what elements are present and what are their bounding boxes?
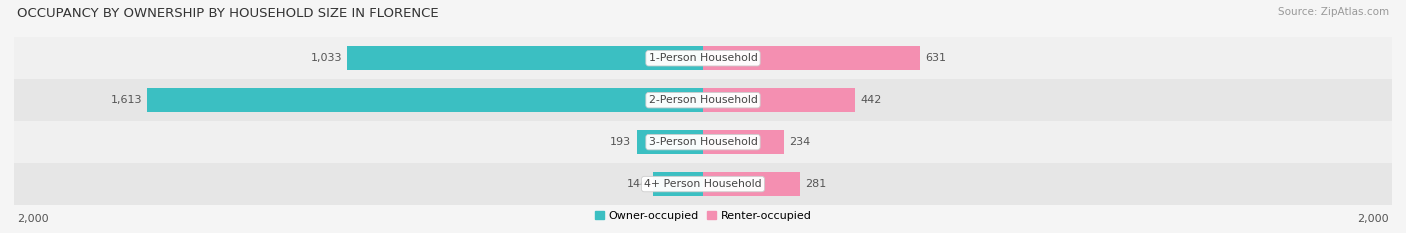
Bar (703, 172, 800, 196)
Text: 2-Person Household: 2-Person Household (648, 95, 758, 105)
Text: OCCUPANCY BY OWNERSHIP BY HOUSEHOLD SIZE IN FLORENCE: OCCUPANCY BY OWNERSHIP BY HOUSEHOLD SIZE… (17, 7, 439, 20)
Bar (703, 46, 921, 70)
Text: 442: 442 (860, 95, 882, 105)
Bar (14, 79, 1392, 121)
Bar (14, 121, 1392, 163)
Text: 2,000: 2,000 (1358, 214, 1389, 224)
Text: 234: 234 (789, 137, 810, 147)
Bar (637, 130, 703, 154)
Text: 631: 631 (925, 53, 946, 63)
Text: 1-Person Household: 1-Person Household (648, 53, 758, 63)
Bar (148, 88, 703, 112)
Legend: Owner-occupied, Renter-occupied: Owner-occupied, Renter-occupied (591, 206, 815, 225)
Text: 193: 193 (610, 137, 631, 147)
Text: 4+ Person Household: 4+ Person Household (644, 179, 762, 189)
Bar (14, 37, 1392, 79)
Bar (703, 88, 855, 112)
Bar (654, 172, 703, 196)
Bar (703, 130, 783, 154)
Text: 281: 281 (806, 179, 827, 189)
Text: 144: 144 (627, 179, 648, 189)
Text: 1,613: 1,613 (111, 95, 142, 105)
Bar (347, 46, 703, 70)
Text: 2,000: 2,000 (17, 214, 48, 224)
Bar (14, 163, 1392, 205)
Text: 1,033: 1,033 (311, 53, 342, 63)
Text: Source: ZipAtlas.com: Source: ZipAtlas.com (1278, 7, 1389, 17)
Text: 3-Person Household: 3-Person Household (648, 137, 758, 147)
